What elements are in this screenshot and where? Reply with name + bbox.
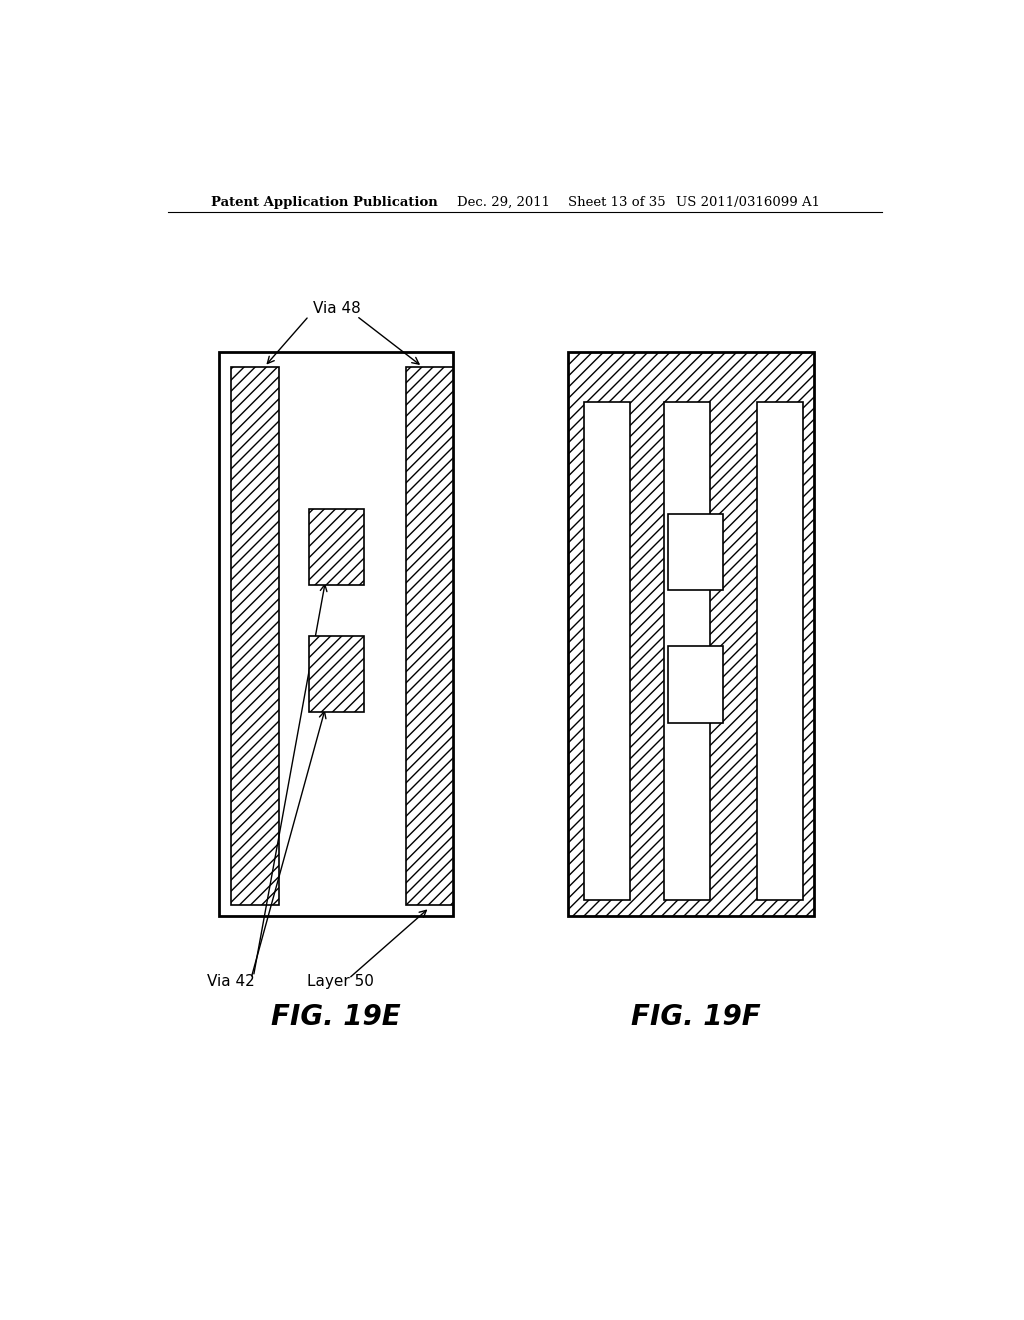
Text: FIG. 19F: FIG. 19F xyxy=(631,1003,760,1031)
Text: Patent Application Publication: Patent Application Publication xyxy=(211,195,438,209)
Text: FIG. 19E: FIG. 19E xyxy=(271,1003,400,1031)
Bar xyxy=(309,636,365,713)
Bar xyxy=(664,403,710,900)
Bar xyxy=(668,515,723,590)
Text: Via 42: Via 42 xyxy=(207,974,255,989)
Bar xyxy=(406,367,454,906)
Text: US 2011/0316099 A1: US 2011/0316099 A1 xyxy=(676,195,819,209)
Bar xyxy=(568,351,814,916)
Text: Via 48: Via 48 xyxy=(313,301,360,315)
Text: Dec. 29, 2011: Dec. 29, 2011 xyxy=(458,195,550,209)
Bar xyxy=(585,403,631,900)
Bar xyxy=(309,510,365,585)
Bar xyxy=(668,647,723,722)
Bar xyxy=(758,403,804,900)
Bar xyxy=(231,367,279,906)
Text: Sheet 13 of 35: Sheet 13 of 35 xyxy=(568,195,666,209)
Text: Layer 50: Layer 50 xyxy=(307,974,374,989)
Bar xyxy=(219,351,454,916)
